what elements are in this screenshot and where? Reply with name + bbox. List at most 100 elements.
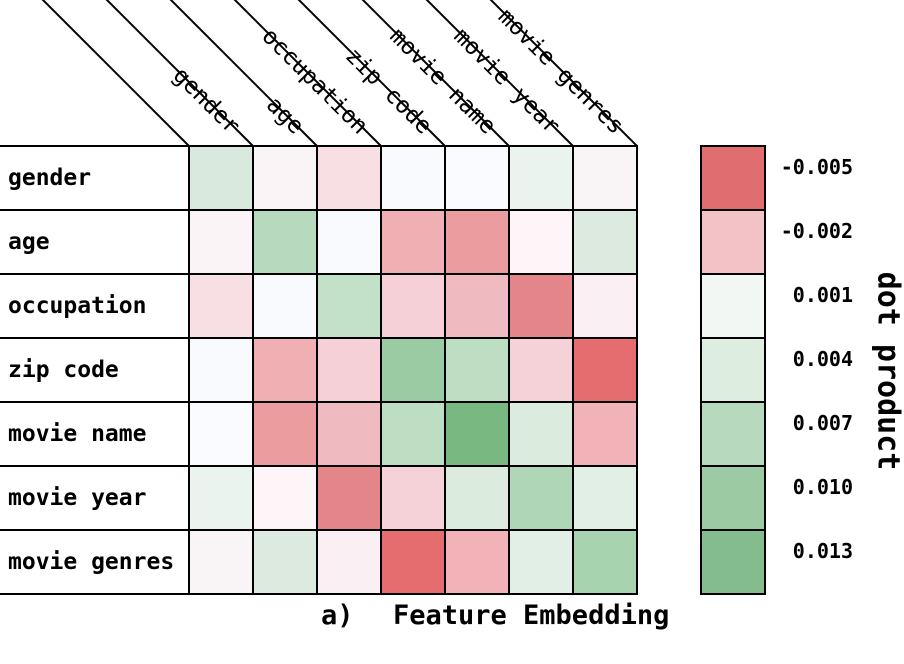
grid-line-vertical (572, 145, 574, 595)
heatmap-cell (253, 466, 317, 530)
heatmap-cell (381, 146, 445, 210)
grid-line-vertical (380, 145, 382, 595)
heatmap-cell (317, 274, 381, 338)
heatmap-cell (445, 466, 509, 530)
row-label: gender (8, 165, 92, 191)
grid-line-horizontal (0, 465, 638, 467)
heatmap-cell (445, 402, 509, 466)
legend-line-horizontal (700, 273, 766, 275)
heatmap-cell (189, 466, 253, 530)
heatmap-cell (253, 402, 317, 466)
heatmap-cell (381, 530, 445, 594)
row-label: movie year (8, 485, 147, 511)
heatmap-cell (189, 530, 253, 594)
grid-line-vertical (252, 145, 254, 595)
legend-tick-label: -0.005 (780, 155, 853, 179)
heatmap-cell (381, 274, 445, 338)
legend-tick-label: -0.002 (780, 219, 853, 243)
heatmap-cell (573, 146, 637, 210)
legend-color-swatch (701, 338, 765, 402)
grid-line-horizontal (0, 209, 638, 211)
legend-line-horizontal (700, 209, 766, 211)
row-label: movie genres (8, 549, 175, 575)
heatmap-cell (317, 146, 381, 210)
heatmap-cell (445, 274, 509, 338)
legend-line-horizontal (700, 337, 766, 339)
heatmap-cell (573, 530, 637, 594)
legend-color-swatch (701, 530, 765, 594)
heatmap-cell (317, 530, 381, 594)
legend-color-swatch (701, 466, 765, 530)
heatmap-cell (189, 402, 253, 466)
row-label: zip code (8, 357, 119, 383)
heatmap-cell (253, 338, 317, 402)
row-label: age (8, 229, 50, 255)
row-label: movie name (8, 421, 147, 447)
legend-tick-label: 0.010 (792, 475, 853, 499)
heatmap-cell (317, 210, 381, 274)
heatmap-cell (253, 210, 317, 274)
grid-line-vertical (316, 145, 318, 595)
heatmap-cell (573, 466, 637, 530)
grid-line-vertical (636, 145, 638, 595)
legend-color-swatch (701, 274, 765, 338)
caption-prefix: a) (321, 600, 354, 631)
heatmap-cell (317, 402, 381, 466)
grid-line-horizontal (0, 529, 638, 531)
heatmap-cell (509, 530, 573, 594)
legend-tick-label: 0.007 (792, 411, 853, 435)
legend-line-horizontal (700, 401, 766, 403)
heatmap-cell (509, 210, 573, 274)
legend-line-horizontal (700, 529, 766, 531)
row-label: occupation (8, 293, 147, 319)
grid-line-vertical (508, 145, 510, 595)
grid-line-horizontal (0, 401, 638, 403)
grid-line-horizontal (0, 337, 638, 339)
heatmap-cell (445, 210, 509, 274)
heatmap-cell (445, 338, 509, 402)
heatmap-cell (381, 466, 445, 530)
heatmap-cell (189, 338, 253, 402)
heatmap-cell (509, 146, 573, 210)
heatmap-cell (381, 210, 445, 274)
legend-color-swatch (701, 146, 765, 210)
caption-title: Feature Embedding (393, 600, 670, 631)
legend-line-vertical (700, 145, 702, 595)
heatmap-cell (189, 210, 253, 274)
legend-tick-label: 0.001 (792, 283, 853, 307)
heatmap-cell (445, 146, 509, 210)
grid-line-vertical (444, 145, 446, 595)
colorbar-title: dot product (870, 271, 904, 471)
heatmap-cell (381, 402, 445, 466)
heatmap-cell (317, 338, 381, 402)
legend-color-swatch (701, 402, 765, 466)
heatmap-cell (509, 338, 573, 402)
heatmap-cell (253, 274, 317, 338)
grid-line-horizontal (0, 145, 638, 147)
legend-line-horizontal (700, 145, 766, 147)
heatmap-cell (189, 274, 253, 338)
heatmap-cell (253, 146, 317, 210)
legend-tick-label: 0.004 (792, 347, 853, 371)
heatmap-cell (573, 210, 637, 274)
legend-tick-label: 0.013 (792, 539, 853, 563)
legend-color-swatch (701, 210, 765, 274)
legend-line-horizontal (700, 465, 766, 467)
grid-line-horizontal (0, 593, 638, 595)
grid-line-vertical (188, 145, 190, 595)
heatmap-cell (509, 274, 573, 338)
heatmap-cell (253, 530, 317, 594)
heatmap-cell (509, 402, 573, 466)
legend-line-vertical (764, 145, 766, 595)
heatmap-cell (573, 402, 637, 466)
heatmap-cell (509, 466, 573, 530)
heatmap-cell (573, 338, 637, 402)
heatmap-cell (189, 146, 253, 210)
heatmap-cell (317, 466, 381, 530)
heatmap-cell (573, 274, 637, 338)
heatmap-cell (381, 338, 445, 402)
grid-line-horizontal (0, 273, 638, 275)
legend-line-horizontal (700, 593, 766, 595)
heatmap-cell (445, 530, 509, 594)
